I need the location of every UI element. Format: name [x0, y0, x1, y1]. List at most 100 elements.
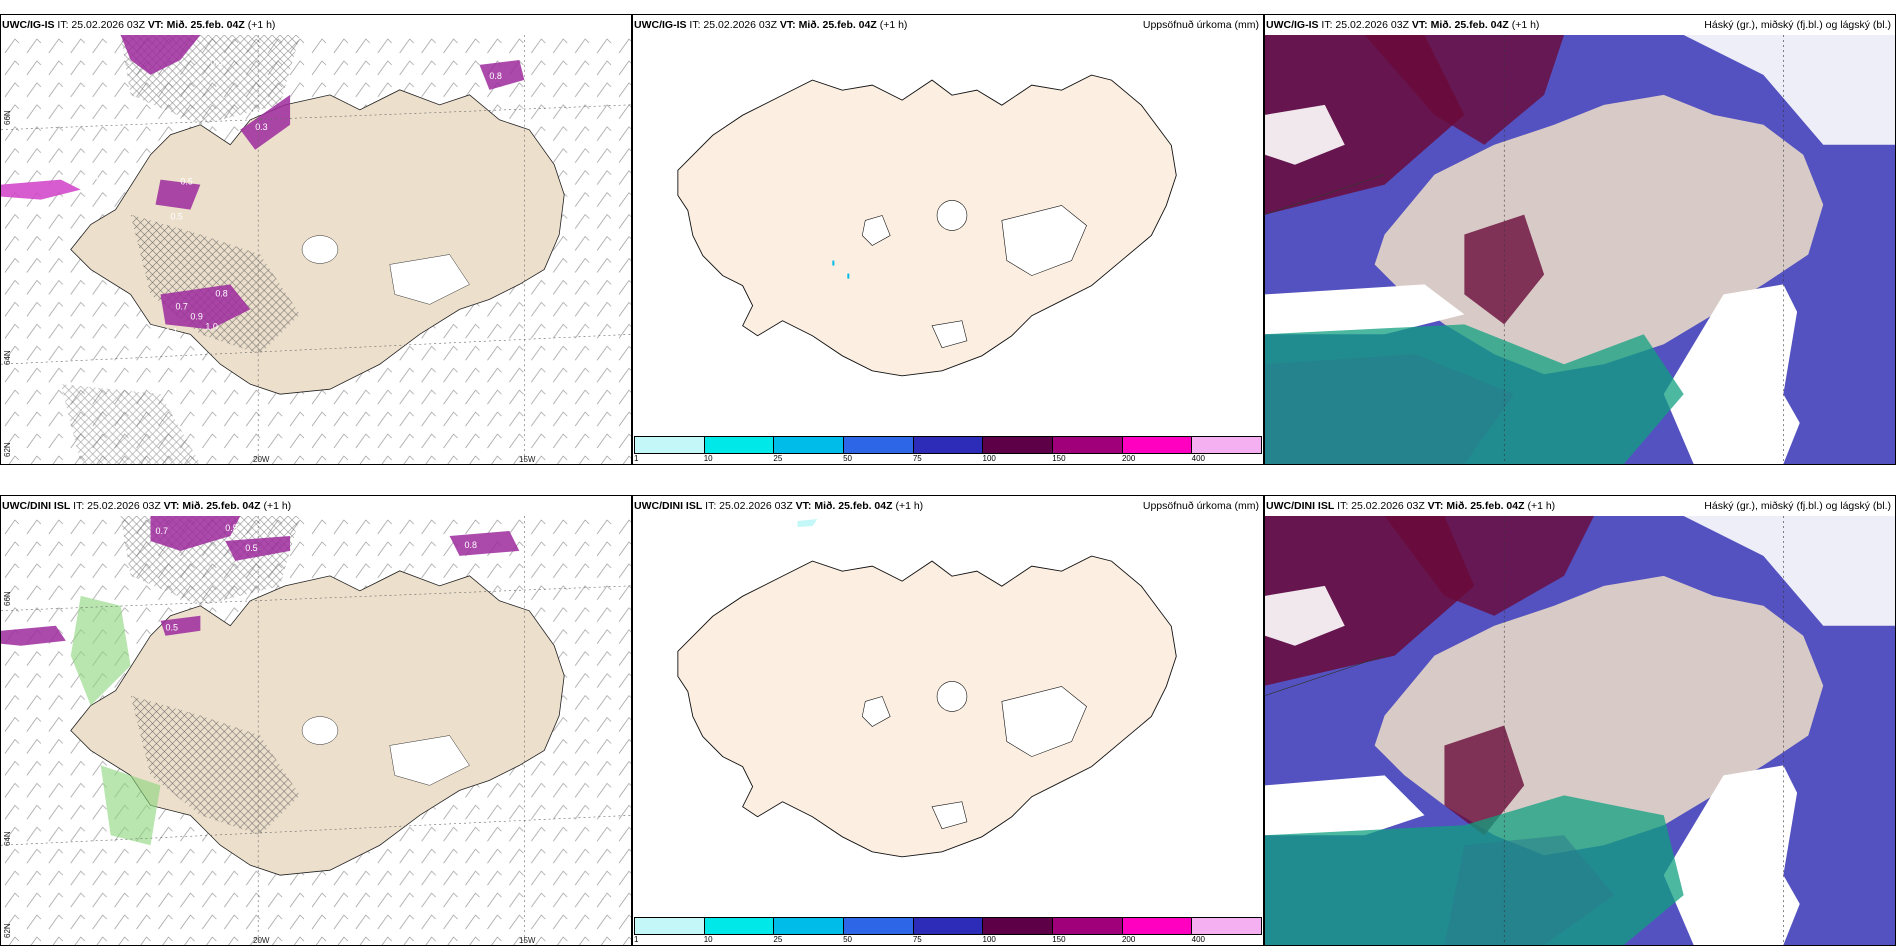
contour-label: 0.7 — [175, 301, 187, 311]
colorbar-swatch — [774, 437, 845, 453]
contour-label: 0.5 — [180, 177, 192, 187]
colorbar-label: 150 — [1052, 935, 1066, 944]
wind-map: 0.3 0.8 0.5 0.3 0.3 0.5 0.5 0.8 0.7 0.9 … — [1, 35, 631, 464]
lead-time: (+1 h) — [895, 500, 924, 512]
lat-label-64n: 64N — [3, 350, 12, 365]
colorbar-label: 100 — [982, 935, 996, 944]
panel-precip-bottom: UWC/DINI ISL IT: 25.02.2026 03Z VT: Mið.… — [632, 495, 1264, 946]
colorbar-swatch — [1122, 437, 1193, 453]
precip-contour — [120, 35, 201, 75]
colorbar-label: 150 — [1052, 454, 1066, 463]
model-name: UWC/DINI ISL — [2, 500, 71, 512]
init-time: IT: 25.02.2026 03Z — [1337, 500, 1425, 512]
contour-label: 0.9 — [190, 311, 202, 321]
init-time: IT: 25.02.2026 03Z — [705, 500, 793, 512]
valid-time: Mið. 25.feb. 04Z — [1430, 19, 1509, 31]
cloud-map-svg — [1265, 35, 1895, 464]
lon-label-15w: 15W — [519, 936, 536, 945]
colorbar-label: 400 — [1191, 935, 1206, 944]
model-name: UWC/DINI ISL — [1266, 500, 1335, 512]
valid-time: Mið. 25.feb. 04Z — [798, 19, 877, 31]
colorbar-swatch — [635, 437, 705, 453]
valid-prefix: VT: — [795, 500, 812, 512]
lead-time: (+1 h) — [1511, 19, 1540, 31]
colorbar-swatches — [634, 436, 1262, 454]
contour-label: 0.3 — [255, 122, 267, 132]
colorbar-swatch — [913, 918, 984, 934]
init-time: IT: 25.02.2026 03Z — [1321, 19, 1409, 31]
lat-label-66n: 66N — [3, 110, 12, 125]
colorbar-label: 25 — [773, 935, 783, 944]
init-time: IT: 25.02.2026 03Z — [73, 500, 161, 512]
contour-label: 0.3 — [250, 107, 262, 117]
colorbar-swatch — [913, 437, 984, 453]
colorbar-swatch — [1053, 437, 1123, 453]
lon-label-20w: 20W — [253, 936, 270, 945]
panel-header: UWC/IG-IS IT: 25.02.2026 03Z VT: Mið. 25… — [633, 17, 1263, 33]
lat-label-64n: 64N — [3, 831, 12, 846]
colorbar-label: 200 — [1121, 935, 1136, 944]
model-name: UWC/IG-IS — [1266, 19, 1319, 31]
contour-label: 0.8 — [489, 71, 501, 81]
valid-prefix: VT: — [163, 500, 180, 512]
wind-map-svg: 0.3 0.8 0.5 0.3 0.3 0.5 0.5 0.8 0.7 0.9 … — [1, 35, 631, 464]
precip-map — [633, 35, 1263, 436]
contour-label: 0.3 — [210, 57, 222, 67]
panel-header: UWC/DINI ISL IT: 25.02.2026 03Z VT: Mið.… — [1, 498, 631, 514]
wind-map: 0.7 0.5 0.8 0.5 0.4 0.5 20W 15W 66N 64N … — [1, 516, 631, 945]
contour-label: 0.4 — [101, 590, 113, 600]
contour-label: 0.8 — [465, 540, 477, 550]
field-title: Háský (gr.), miðský (fj.bl.) og lágský (… — [1704, 19, 1891, 31]
contour-label: 1.1 — [165, 326, 177, 336]
field-title: Uppsöfnuð úrkoma (mm) — [1142, 500, 1259, 512]
colorbar-swatch — [704, 918, 775, 934]
lead-time: (+1 h) — [879, 19, 908, 31]
init-time: IT: 25.02.2026 03Z — [57, 19, 145, 31]
colorbar-label: 10 — [703, 454, 713, 463]
valid-time: Mið. 25.feb. 04Z — [166, 19, 245, 31]
precip-map-svg — [677, 519, 1177, 858]
precip-colorbar: 1 10 25 50 75 100 150 200 400 — [633, 917, 1263, 945]
precip-map-svg — [677, 74, 1177, 377]
field-title: Háský (gr.), miðský (fj.bl.) og lágský (… — [1704, 500, 1891, 512]
valid-time: Mið. 25.feb. 04Z — [1446, 500, 1525, 512]
panel-precip-top: UWC/IG-IS IT: 25.02.2026 03Z VT: Mið. 25… — [632, 14, 1264, 465]
panel-header: UWC/DINI ISL IT: 25.02.2026 03Z VT: Mið.… — [633, 498, 1263, 514]
panel-header: UWC/IG-IS IT: 25.02.2026 03Z VT: Mið. 25… — [1265, 17, 1895, 33]
cloud-map-svg — [1265, 516, 1895, 945]
lat-label-62n: 62N — [3, 923, 12, 938]
colorbar-label: 1 — [634, 454, 639, 463]
iceland-land — [677, 555, 1177, 858]
colorbar-swatch — [774, 918, 845, 934]
init-time: IT: 25.02.2026 03Z — [689, 19, 777, 31]
lead-time: (+1 h) — [1527, 500, 1556, 512]
panel-windmap-top: UWC/IG-IS IT: 25.02.2026 03Z VT: Mið. 25… — [0, 14, 632, 465]
colorbar-label: 75 — [912, 454, 922, 463]
colorbar-label: 75 — [912, 935, 922, 944]
panel-windmap-bottom: UWC/DINI ISL IT: 25.02.2026 03Z VT: Mið.… — [0, 495, 632, 946]
contour-label: 0.7 — [156, 526, 168, 536]
contour-label: 1.0 — [205, 321, 217, 331]
valid-prefix: VT: — [1427, 500, 1444, 512]
wind-map-svg: 0.7 0.5 0.8 0.5 0.4 0.5 — [1, 516, 631, 945]
lead-time: (+1 h) — [263, 500, 292, 512]
colorbar-label: 50 — [843, 935, 853, 944]
precip-map — [633, 516, 1263, 917]
colorbar-swatch — [1192, 918, 1262, 934]
colorbar-swatch — [844, 437, 914, 453]
contour-label: 0.5 — [245, 543, 257, 553]
valid-time: Mið. 25.feb. 04Z — [814, 500, 893, 512]
lead-time: (+1 h) — [247, 19, 276, 31]
valid-prefix: VT: — [147, 19, 164, 31]
contour-label: 0.5 — [225, 523, 237, 533]
colorbar-swatch — [704, 437, 775, 453]
valid-time: Mið. 25.feb. 04Z — [182, 500, 261, 512]
colorbar-swatch — [844, 918, 914, 934]
colorbar-swatch — [1122, 918, 1193, 934]
lon-label-20w: 20W — [253, 455, 270, 464]
colorbar-swatches — [634, 917, 1262, 935]
valid-prefix: VT: — [779, 19, 796, 31]
lat-label-62n: 62N — [3, 442, 12, 457]
panel-header: UWC/DINI ISL IT: 25.02.2026 03Z VT: Mið.… — [1265, 498, 1895, 514]
colorbar-label: 25 — [773, 454, 783, 463]
